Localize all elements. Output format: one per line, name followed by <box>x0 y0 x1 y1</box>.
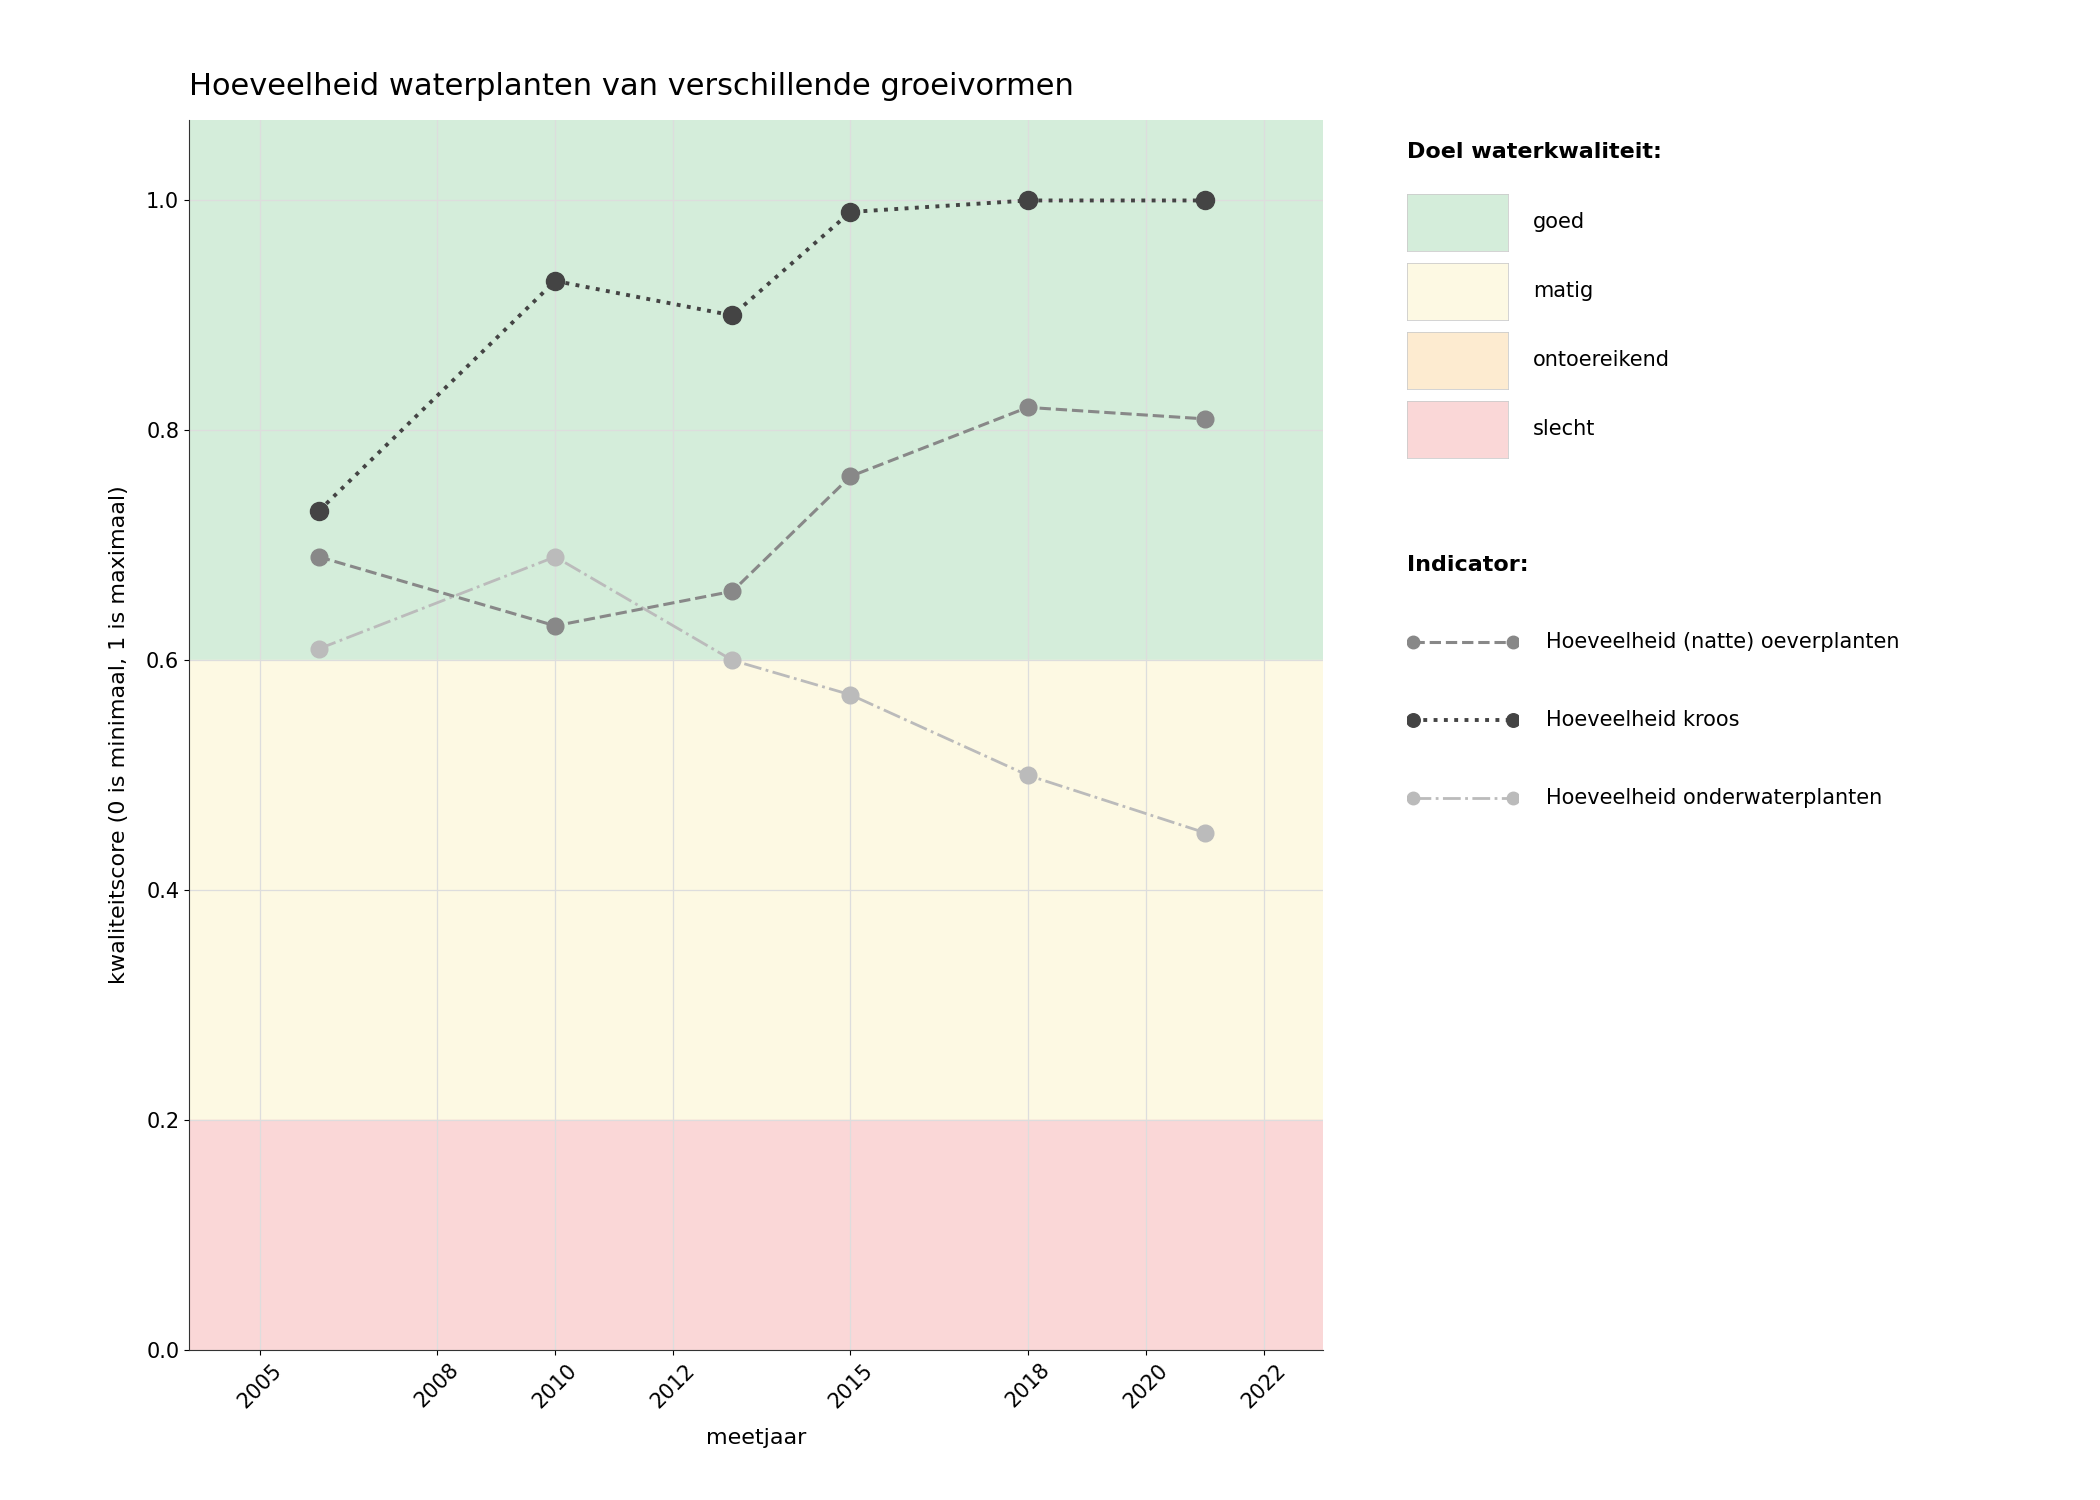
Text: goed: goed <box>1533 211 1586 232</box>
Text: slecht: slecht <box>1533 419 1596 440</box>
X-axis label: meetjaar: meetjaar <box>706 1428 806 1448</box>
Text: ontoereikend: ontoereikend <box>1533 350 1670 370</box>
Text: Hoeveelheid (natte) oeverplanten: Hoeveelheid (natte) oeverplanten <box>1546 632 1898 652</box>
Text: Indicator:: Indicator: <box>1407 555 1529 574</box>
Bar <box>189 660 1323 1120</box>
Y-axis label: kwaliteitscore (0 is minimaal, 1 is maximaal): kwaliteitscore (0 is minimaal, 1 is maxi… <box>109 486 130 984</box>
Bar <box>189 1120 1323 1350</box>
Text: Doel waterkwaliteit:: Doel waterkwaliteit: <box>1407 142 1661 162</box>
Text: matig: matig <box>1533 280 1594 302</box>
Text: Hoeveelheid kroos: Hoeveelheid kroos <box>1546 710 1739 730</box>
Text: Hoeveelheid onderwaterplanten: Hoeveelheid onderwaterplanten <box>1546 788 1882 808</box>
Text: Hoeveelheid waterplanten van verschillende groeivormen: Hoeveelheid waterplanten van verschillen… <box>189 72 1073 100</box>
Bar <box>189 1120 1323 1234</box>
Bar <box>189 120 1323 660</box>
